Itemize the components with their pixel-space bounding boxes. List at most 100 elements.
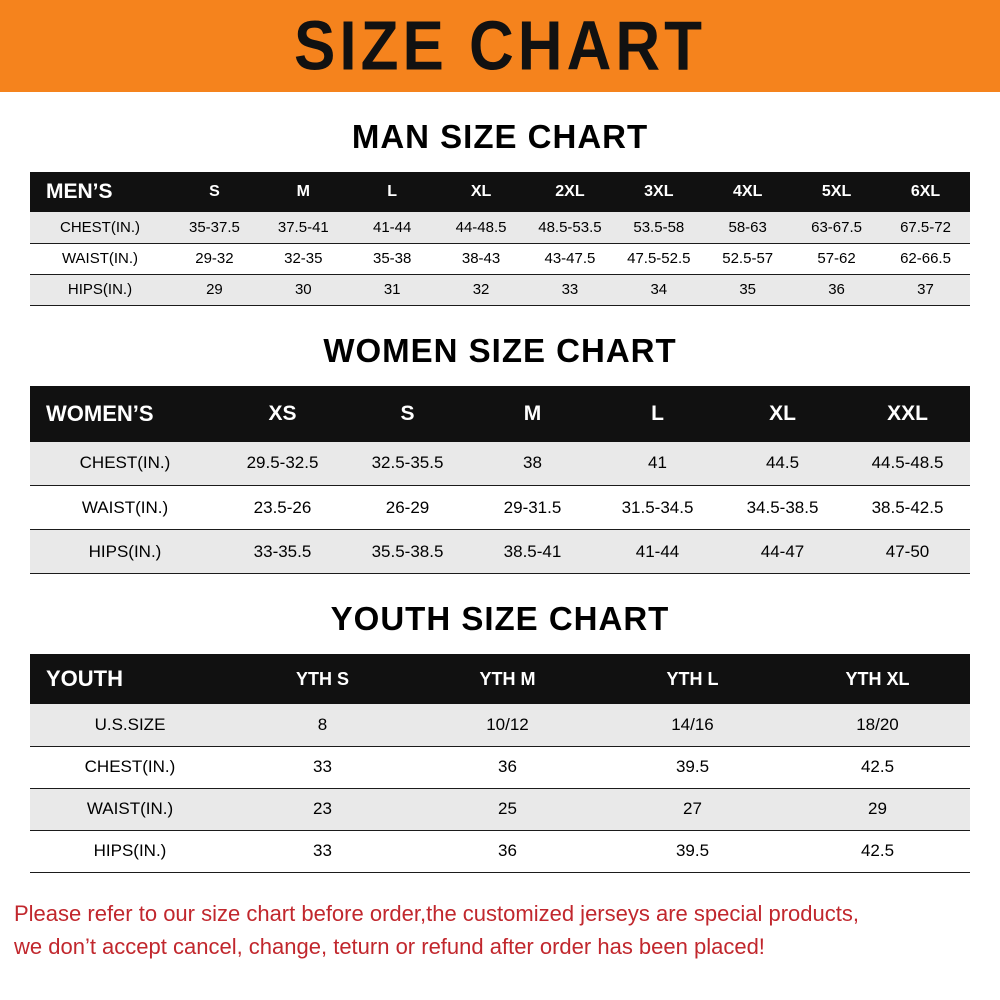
row-label: HIPS(IN.) (67, 281, 133, 298)
table-cell: 14/16 (671, 714, 714, 734)
table-cell: 38.5-41 (503, 541, 562, 561)
men-size-section: MAN SIZE CHART MEN’S S M L XL 2XL 3XL 4XL 5XL 6XL… (0, 118, 1000, 306)
table-cell: 25 (498, 799, 517, 818)
column-header: YTH S (230, 654, 415, 704)
table-cell: 39.5 (675, 841, 710, 860)
table-row: HIPS(IN.) 33 36 39.5 42.5 (30, 830, 970, 872)
table-cell: 47-50 (885, 541, 930, 561)
footer-note: Please refer to our size chart before or… (14, 897, 1000, 963)
footer-line-1: Please refer to our size chart before or… (14, 900, 859, 926)
table-cell: 8 (317, 714, 328, 734)
table-cell: 58-63 (728, 218, 767, 236)
table-cell: 53.5-58 (633, 218, 685, 236)
footer-line-2: we don’t accept cancel, change, teturn o… (14, 933, 765, 959)
column-header: 5XL (792, 172, 881, 212)
table-cell: 23.5-26 (253, 497, 312, 517)
banner-title: SIZE CHART (294, 7, 706, 85)
table-row: U.S.SIZE 8 10/12 14/16 18/20 (30, 704, 970, 746)
table-cell: 47.5-52.5 (627, 250, 691, 267)
table-cell: 32.5-35.5 (371, 453, 444, 473)
row-label: HIPS(IN.) (93, 841, 167, 860)
column-header: 6XL (881, 172, 970, 212)
table-cell: 44.5-48.5 (871, 453, 944, 473)
column-header: M (258, 172, 348, 212)
men-section-heading: MAN SIZE CHART (351, 118, 649, 155)
table-cell: 38-43 (461, 250, 501, 267)
women-section-heading: WOMEN SIZE CHART (323, 331, 677, 369)
row-label: WAIST(IN.) (86, 799, 174, 818)
table-cell: 67.5-72 (900, 218, 951, 236)
table-cell: 32 (472, 281, 490, 298)
table-cell: 48.5-53.5 (538, 218, 602, 236)
row-label: CHEST(IN.) (79, 453, 171, 473)
table-corner-label: YOUTH (30, 654, 230, 704)
table-cell: 27 (683, 799, 702, 818)
table-cell: 33-35.5 (253, 541, 312, 561)
table-cell: 29-31.5 (503, 497, 562, 517)
table-cell: 44.5 (765, 453, 800, 473)
table-cell: 44-48.5 (455, 218, 507, 236)
table-cell: 42.5 (860, 757, 895, 776)
table-cell: 33 (561, 281, 579, 298)
table-cell: 37.5-41 (277, 218, 329, 236)
column-header: YTH L (600, 654, 785, 704)
table-cell: 52.5-57 (722, 250, 774, 267)
table-cell: 23 (313, 799, 332, 818)
column-header: YTH XL (785, 654, 970, 704)
column-header: XL (720, 385, 845, 442)
table-corner-label: WOMEN’S (30, 385, 220, 442)
row-label: U.S.SIZE (94, 714, 166, 734)
row-label: WAIST(IN.) (81, 497, 169, 517)
column-header: 2XL (525, 172, 615, 212)
column-header: XL (436, 172, 526, 212)
table-cell: 33 (313, 757, 332, 776)
column-header: S (170, 172, 259, 212)
column-header: 4XL (703, 172, 793, 212)
table-row: WAIST(IN.) 29-32 32-35 35-38 38-43 43-47.5 47.… (30, 243, 970, 274)
table-cell: 36 (498, 757, 517, 776)
table-cell: 32-35 (284, 250, 323, 267)
table-cell: 29-32 (195, 250, 234, 267)
table-cell: 34 (650, 281, 668, 298)
youth-section-heading: YOUTH SIZE CHART (330, 600, 670, 637)
women-size-section: WOMEN SIZE CHART WOMEN’S XS S M L XL XXL CHEST(… (0, 332, 1000, 575)
column-header: XXL (845, 385, 970, 442)
table-cell: 38.5-42.5 (871, 497, 944, 517)
column-header: S (345, 385, 470, 442)
table-cell: 34.5-38.5 (746, 497, 819, 517)
table-cell: 33 (313, 841, 332, 860)
column-header: L (595, 385, 720, 442)
size-chart-banner: SIZE CHART (0, 0, 1000, 92)
table-cell: 57-62 (817, 250, 856, 267)
youth-size-section: YOUTH SIZE CHART YOUTH YTH S YTH M YTH L YTH… (0, 600, 1000, 873)
column-header: M (470, 385, 595, 442)
table-cell: 30 (294, 281, 312, 298)
table-cell: 31 (383, 281, 401, 298)
table-cell: 42.5 (860, 841, 895, 860)
table-cell: 10/12 (486, 714, 529, 734)
row-label: CHEST(IN.) (84, 757, 176, 776)
table-cell: 41 (648, 453, 667, 473)
table-cell: 36 (828, 281, 845, 298)
table-row: WAIST(IN.) 23 25 27 29 (30, 788, 970, 830)
table-row: CHEST(IN.) 35-37.5 37.5-41 41-44 44-48.5 48.5… (30, 212, 970, 243)
table-cell: 35-38 (373, 250, 412, 267)
row-label: HIPS(IN.) (88, 541, 162, 561)
table-cell: 44-47 (760, 541, 805, 561)
women-size-table: WOMEN’S XS S M L XL XXL CHEST(IN.) 29.5-32.5 32.5… (30, 385, 970, 575)
column-header: L (347, 172, 437, 212)
table-cell: 62-66.5 (900, 250, 951, 267)
table-cell: 36 (498, 841, 517, 860)
table-cell: 18/20 (856, 714, 899, 734)
column-header: 3XL (614, 172, 704, 212)
table-cell: 39.5 (675, 757, 710, 776)
table-cell: 41-44 (635, 541, 680, 561)
table-cell: 38 (523, 453, 542, 473)
table-cell: 26-29 (385, 497, 430, 517)
table-row: CHEST(IN.) 33 36 39.5 42.5 (30, 746, 970, 788)
row-label: WAIST(IN.) (61, 250, 139, 267)
table-row: WAIST(IN.) 23.5-26 26-29 29-31.5 31.5-34.5 34… (30, 485, 970, 530)
table-cell: 29 (206, 281, 223, 298)
table-cell: 41-44 (373, 218, 412, 236)
row-label: CHEST(IN.) (60, 218, 140, 236)
